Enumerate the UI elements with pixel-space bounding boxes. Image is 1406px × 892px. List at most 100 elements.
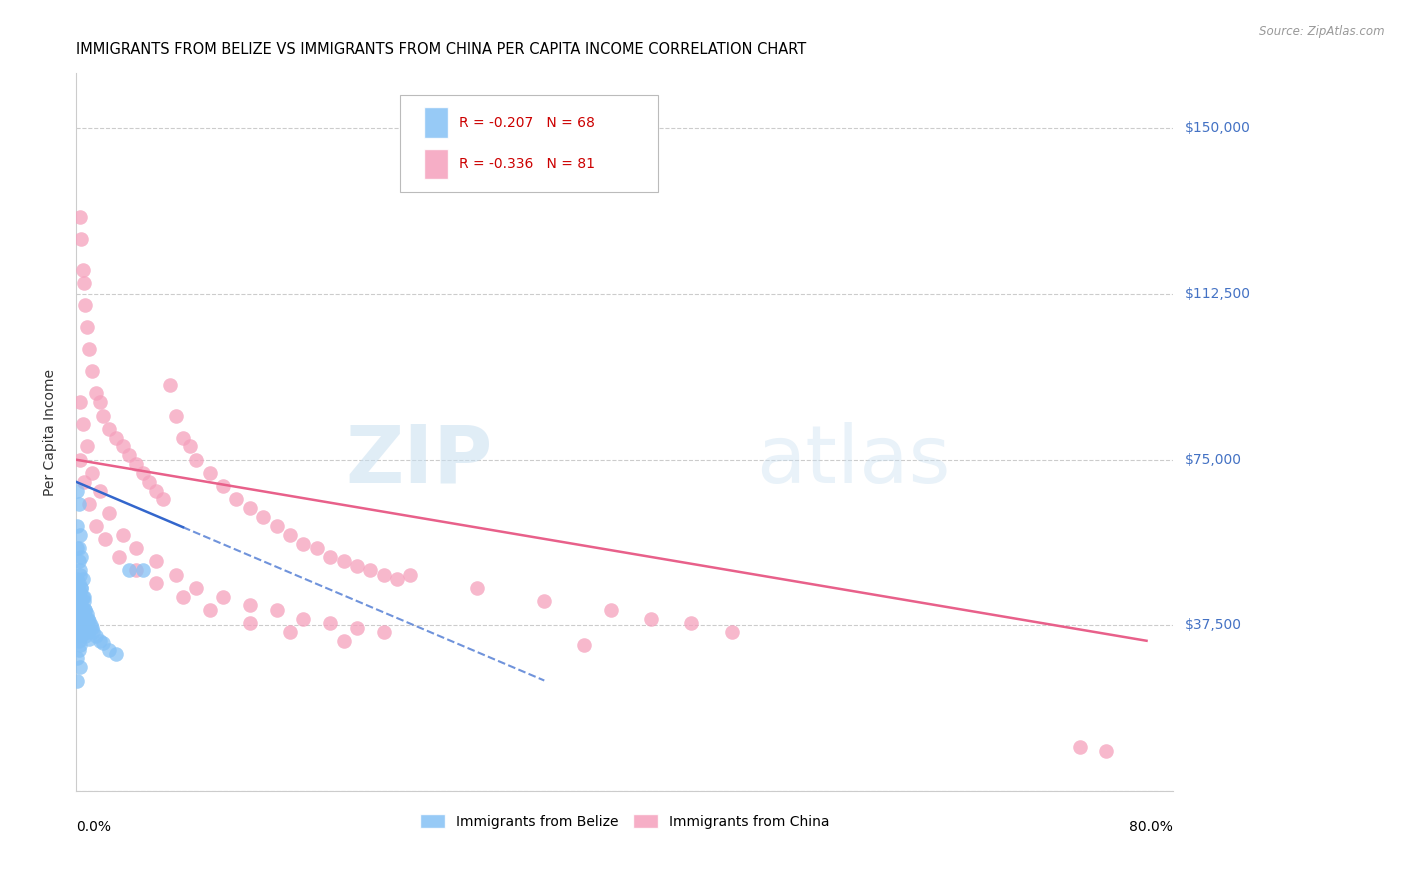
Point [79,618,101,632]
Point [125,457,148,471]
Point [332,554,354,568]
Point [67,576,90,591]
Point [278,624,301,639]
Point [77,632,100,646]
Point [69,452,91,467]
Point [67,633,90,648]
Legend: Immigrants from Belize, Immigrants from China: Immigrants from Belize, Immigrants from … [415,808,835,834]
Point [212,590,235,604]
Point [76,616,98,631]
Point [305,541,328,555]
Point [198,466,221,480]
Point [98,506,121,520]
Point [77,612,100,626]
Point [198,603,221,617]
Point [72,616,94,631]
Point [69,528,91,542]
Point [69,563,91,577]
Point [278,528,301,542]
Point [125,541,148,555]
Point [70,549,93,564]
Point [239,616,262,631]
Point [186,452,208,467]
Text: R = -0.207   N = 68: R = -0.207 N = 68 [458,116,595,129]
Point [574,638,596,652]
Point [67,497,90,511]
Point [67,603,90,617]
Point [84,629,107,643]
Point [105,431,128,445]
Point [118,448,141,462]
Text: $37,500: $37,500 [1184,618,1241,632]
Point [359,563,381,577]
Point [69,623,91,637]
Point [67,642,90,657]
Point [76,439,98,453]
Point [145,576,167,591]
Point [73,618,96,632]
Point [152,492,174,507]
Text: $75,000: $75,000 [1184,452,1241,467]
Point [346,558,368,573]
Point [67,554,90,568]
Point [75,603,97,617]
FancyBboxPatch shape [423,149,449,179]
Point [533,594,555,608]
Point [69,210,91,224]
Point [72,417,94,432]
Point [73,475,96,489]
Point [67,618,90,632]
Point [69,599,91,613]
Point [98,422,121,436]
Point [69,607,91,622]
Point [467,581,489,595]
Point [159,377,181,392]
Point [640,612,662,626]
Text: atlas: atlas [756,422,950,500]
Point [70,594,93,608]
Point [77,343,100,357]
Point [70,232,93,246]
Text: $150,000: $150,000 [1184,121,1250,136]
Point [89,483,111,498]
Text: ZIP: ZIP [346,422,494,500]
Point [69,638,91,652]
Point [186,581,208,595]
Point [319,549,342,564]
Point [70,629,93,643]
Point [239,501,262,516]
Text: 0.0%: 0.0% [76,820,111,834]
Point [73,594,96,608]
Point [77,624,100,639]
Point [132,563,155,577]
Point [66,651,89,665]
Point [66,629,89,643]
Point [69,567,91,582]
Point [72,590,94,604]
Point [179,439,201,453]
Point [239,599,262,613]
Point [111,528,134,542]
Point [69,585,91,599]
Point [75,614,97,628]
Point [69,612,91,626]
FancyBboxPatch shape [399,95,658,192]
Point [67,585,90,599]
Point [66,519,89,533]
Point [319,616,342,631]
Point [681,616,703,631]
Point [66,572,89,586]
Point [385,572,408,586]
Point [80,466,103,480]
Point [72,603,94,617]
Point [69,395,91,409]
Point [67,612,90,626]
Point [225,492,247,507]
Point [76,620,98,634]
Point [107,549,129,564]
Point [75,298,97,312]
Point [72,607,94,622]
Point [77,497,100,511]
Point [69,660,91,674]
Text: R = -0.336   N = 81: R = -0.336 N = 81 [458,157,595,170]
